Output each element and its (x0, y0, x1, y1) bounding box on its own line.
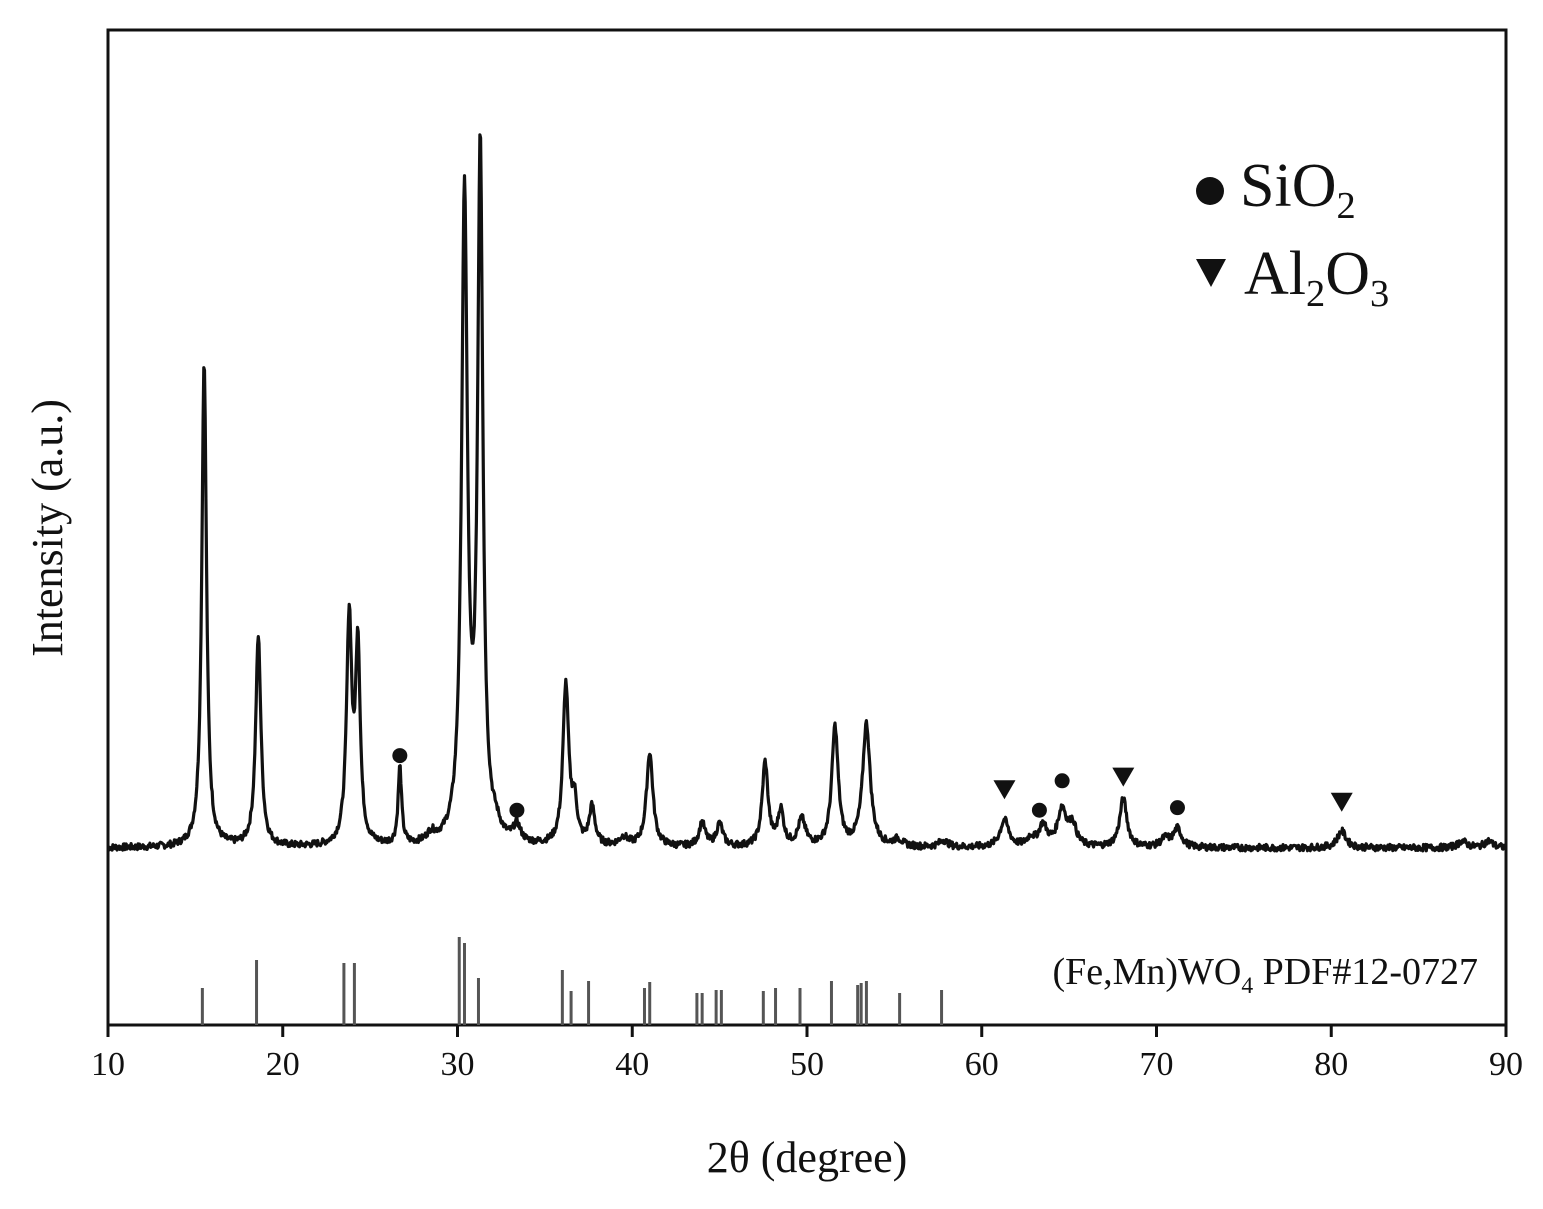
sio2-peak-marker (1031, 802, 1047, 818)
legend-sio2-marker-icon (1196, 177, 1224, 205)
x-axis-ticks: 10 20 30 40 50 60 70 80 90 (91, 1025, 1523, 1083)
legend-al2o3-label: Al2O3 (1244, 240, 1389, 315)
x-tick-label: 50 (790, 1046, 824, 1083)
reference-pattern-label: (Fe,Mn)WO4 PDF#12-0727 (1052, 951, 1478, 999)
al2o3-peak-marker (1112, 767, 1135, 787)
x-tick-label: 70 (1140, 1046, 1174, 1083)
al2o3-peak-marker (993, 780, 1016, 800)
sio2-peak-marker (1169, 800, 1185, 816)
phase-markers (392, 748, 1353, 818)
x-tick-label: 20 (266, 1046, 300, 1083)
sio2-peak-marker (1054, 773, 1070, 789)
x-tick-label: 30 (441, 1046, 475, 1083)
reference-pattern (200, 937, 944, 1025)
sio2-peak-marker (392, 748, 408, 764)
xrd-trace (107, 133, 1506, 853)
sio2-peak-marker (509, 802, 525, 818)
al2o3-peak-marker (1330, 792, 1353, 812)
x-axis-title: 2θ (degree) (707, 1133, 908, 1182)
legend-al2o3-marker-icon (1196, 259, 1226, 287)
x-tick-label: 60 (965, 1046, 999, 1083)
legend: SiO2 Al2O3 (1196, 152, 1389, 315)
x-tick-label: 40 (615, 1046, 649, 1083)
legend-sio2-label: SiO2 (1240, 152, 1356, 227)
x-tick-label: 80 (1314, 1046, 1348, 1083)
x-tick-label: 90 (1489, 1046, 1523, 1083)
y-axis-title: Intensity (a.u.) (23, 399, 72, 657)
x-tick-label: 10 (91, 1046, 125, 1083)
